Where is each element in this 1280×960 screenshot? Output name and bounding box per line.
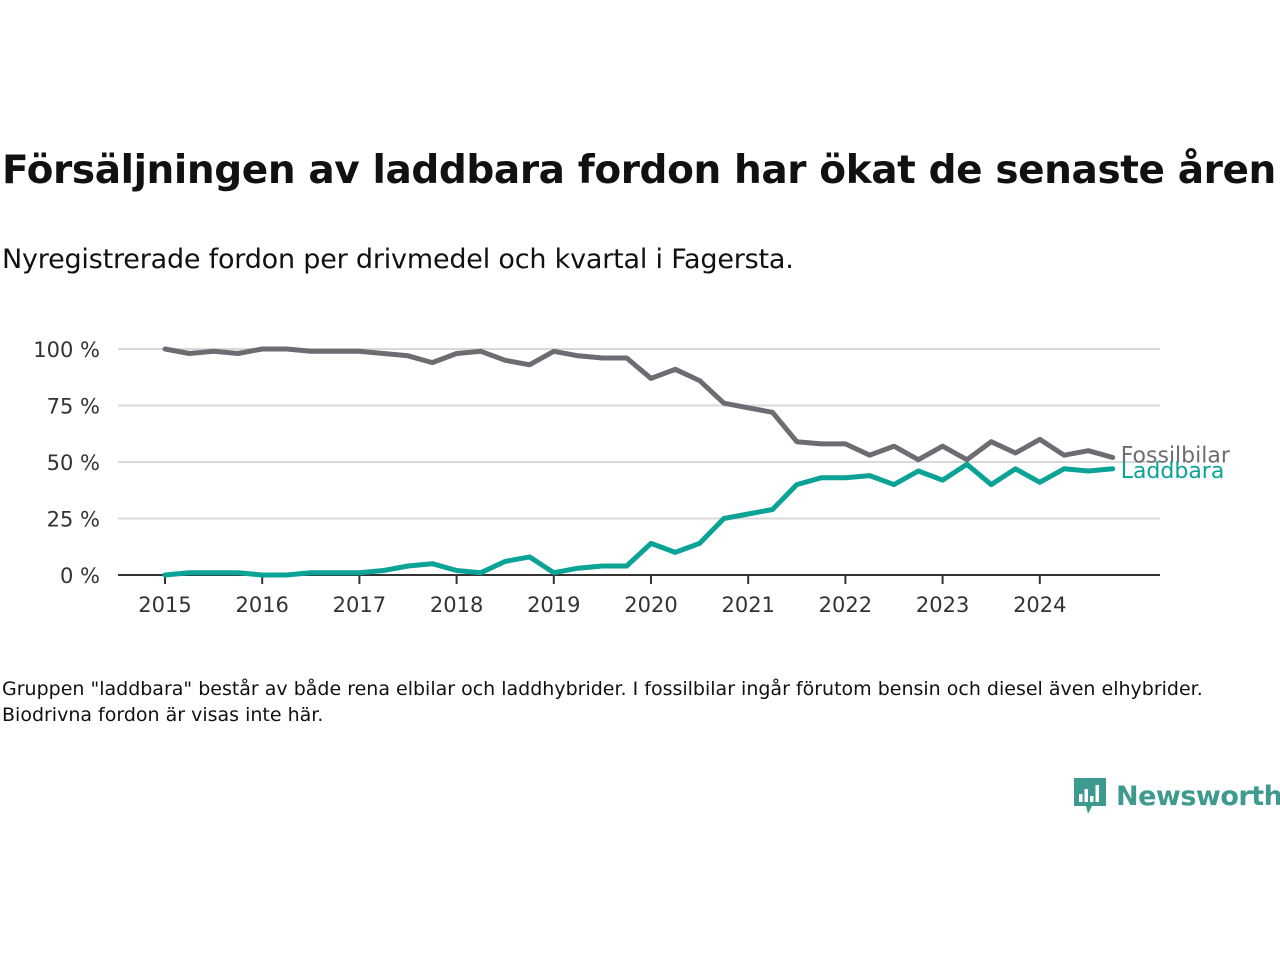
grid-lines: [118, 348, 1160, 520]
x-axis: 2015 2016 2017 2018 2019 2020 2021 2022 2023 2024: [118, 574, 1160, 617]
x-tick-label: 2021: [721, 593, 774, 617]
y-tick-label: 100 %: [33, 338, 100, 362]
x-tick-label: 2016: [235, 593, 288, 617]
chart-title: Försäljningen av laddbara fordon har öka…: [2, 148, 1276, 193]
x-tick-label: 2024: [1013, 593, 1066, 617]
brand-logo: Newsworthy: [1072, 776, 1280, 816]
footnote: Gruppen "laddbara" består av både rena e…: [2, 678, 1203, 726]
chart-subtitle: Nyregistrerade fordon per drivmedel och …: [2, 244, 794, 275]
series-line-fossilbilar: [162, 346, 1116, 463]
y-tick-label: 25 %: [47, 508, 100, 532]
x-tick-label: 2015: [138, 593, 191, 617]
line-chart: 0 %25 %50 %75 %100 % 2015 2016 2017 2018 201…: [33, 338, 1231, 617]
x-tick-label: 2023: [916, 593, 969, 617]
series-line-laddbara: [162, 461, 1116, 578]
x-tick-label: 2019: [527, 593, 580, 617]
series-label: Fossilbilar: [1121, 443, 1231, 468]
x-tick-label: 2018: [430, 593, 483, 617]
brand-name: Newsworthy: [1116, 780, 1280, 812]
series-lines: [162, 346, 1116, 578]
series-label: Laddbara: [1121, 459, 1225, 484]
y-axis-labels: 0 % 25 % 50 % 75 % 100 %: [33, 338, 100, 588]
x-tick-label: 2017: [333, 593, 386, 617]
y-tick-label: 75 %: [47, 395, 100, 419]
x-tick-label: 2020: [624, 593, 677, 617]
y-tick-label: 50 %: [47, 451, 100, 475]
x-tick-label: 2022: [819, 593, 872, 617]
y-tick-label: 0 %: [60, 564, 100, 588]
newsworthy-logo-icon: [1074, 778, 1106, 814]
